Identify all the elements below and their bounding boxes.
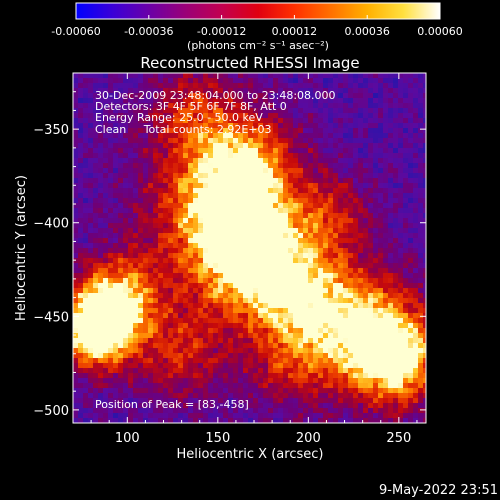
x-tick-label: 200 <box>296 431 321 446</box>
colorbar-ticks: -0.00060 -0.00036 -0.00012 0.00012 0.00036 0.… <box>51 15 463 38</box>
colorbar-tick-label: 0.00060 <box>417 25 463 38</box>
colorbar-units-label: (photons cm⁻² s⁻¹ asec⁻²) <box>187 39 329 52</box>
x-axis: 100 150 200 250 <box>72 73 418 446</box>
y-tick-label: −350 <box>33 123 69 138</box>
x-tick-label: 100 <box>115 431 140 446</box>
x-tick-label: 250 <box>386 431 411 446</box>
x-axis-label: Heliocentric X (arcsec) <box>177 447 324 462</box>
colorbar-tick-label: 0.00036 <box>344 25 390 38</box>
y-tick-label: −400 <box>33 217 69 232</box>
colorbar <box>75 2 441 20</box>
annotation-energy-range: Energy Range: 25.0 - 50.0 keV <box>95 111 263 124</box>
y-tick-label: −450 <box>33 310 69 325</box>
peak-position-label: Position of Peak = [83,-458] <box>95 398 249 411</box>
y-tick-label: −500 <box>33 404 69 419</box>
annotation-total-counts: Clean Total counts: 2.92E+03 <box>95 123 272 136</box>
colorbar-tick-label: -0.00012 <box>197 25 246 38</box>
plot-frame <box>72 72 427 424</box>
colorbar-tick-label: 0.00012 <box>272 25 318 38</box>
x-tick-label: 150 <box>205 431 230 446</box>
annotation-block: 30-Dec-2009 23:48:04.000 to 23:48:08.000… <box>95 89 336 136</box>
annotation-time-range: 30-Dec-2009 23:48:04.000 to 23:48:08.000 <box>95 89 336 102</box>
annotation-detectors: Detectors: 3F 4F 5F 6F 7F 8F, Att 0 <box>95 100 287 113</box>
chart-title: Reconstructed RHESSI Image <box>140 54 359 72</box>
colorbar-tick-label: -0.00036 <box>124 25 173 38</box>
timestamp: 9-May-2022 23:51 <box>379 483 498 498</box>
y-axis-label: Heliocentric Y (arcsec) <box>14 175 29 321</box>
colorbar-tick-label: -0.00060 <box>51 25 100 38</box>
heatmap-image <box>73 73 426 423</box>
y-axis: −350 −400 −450 −500 <box>33 72 426 419</box>
